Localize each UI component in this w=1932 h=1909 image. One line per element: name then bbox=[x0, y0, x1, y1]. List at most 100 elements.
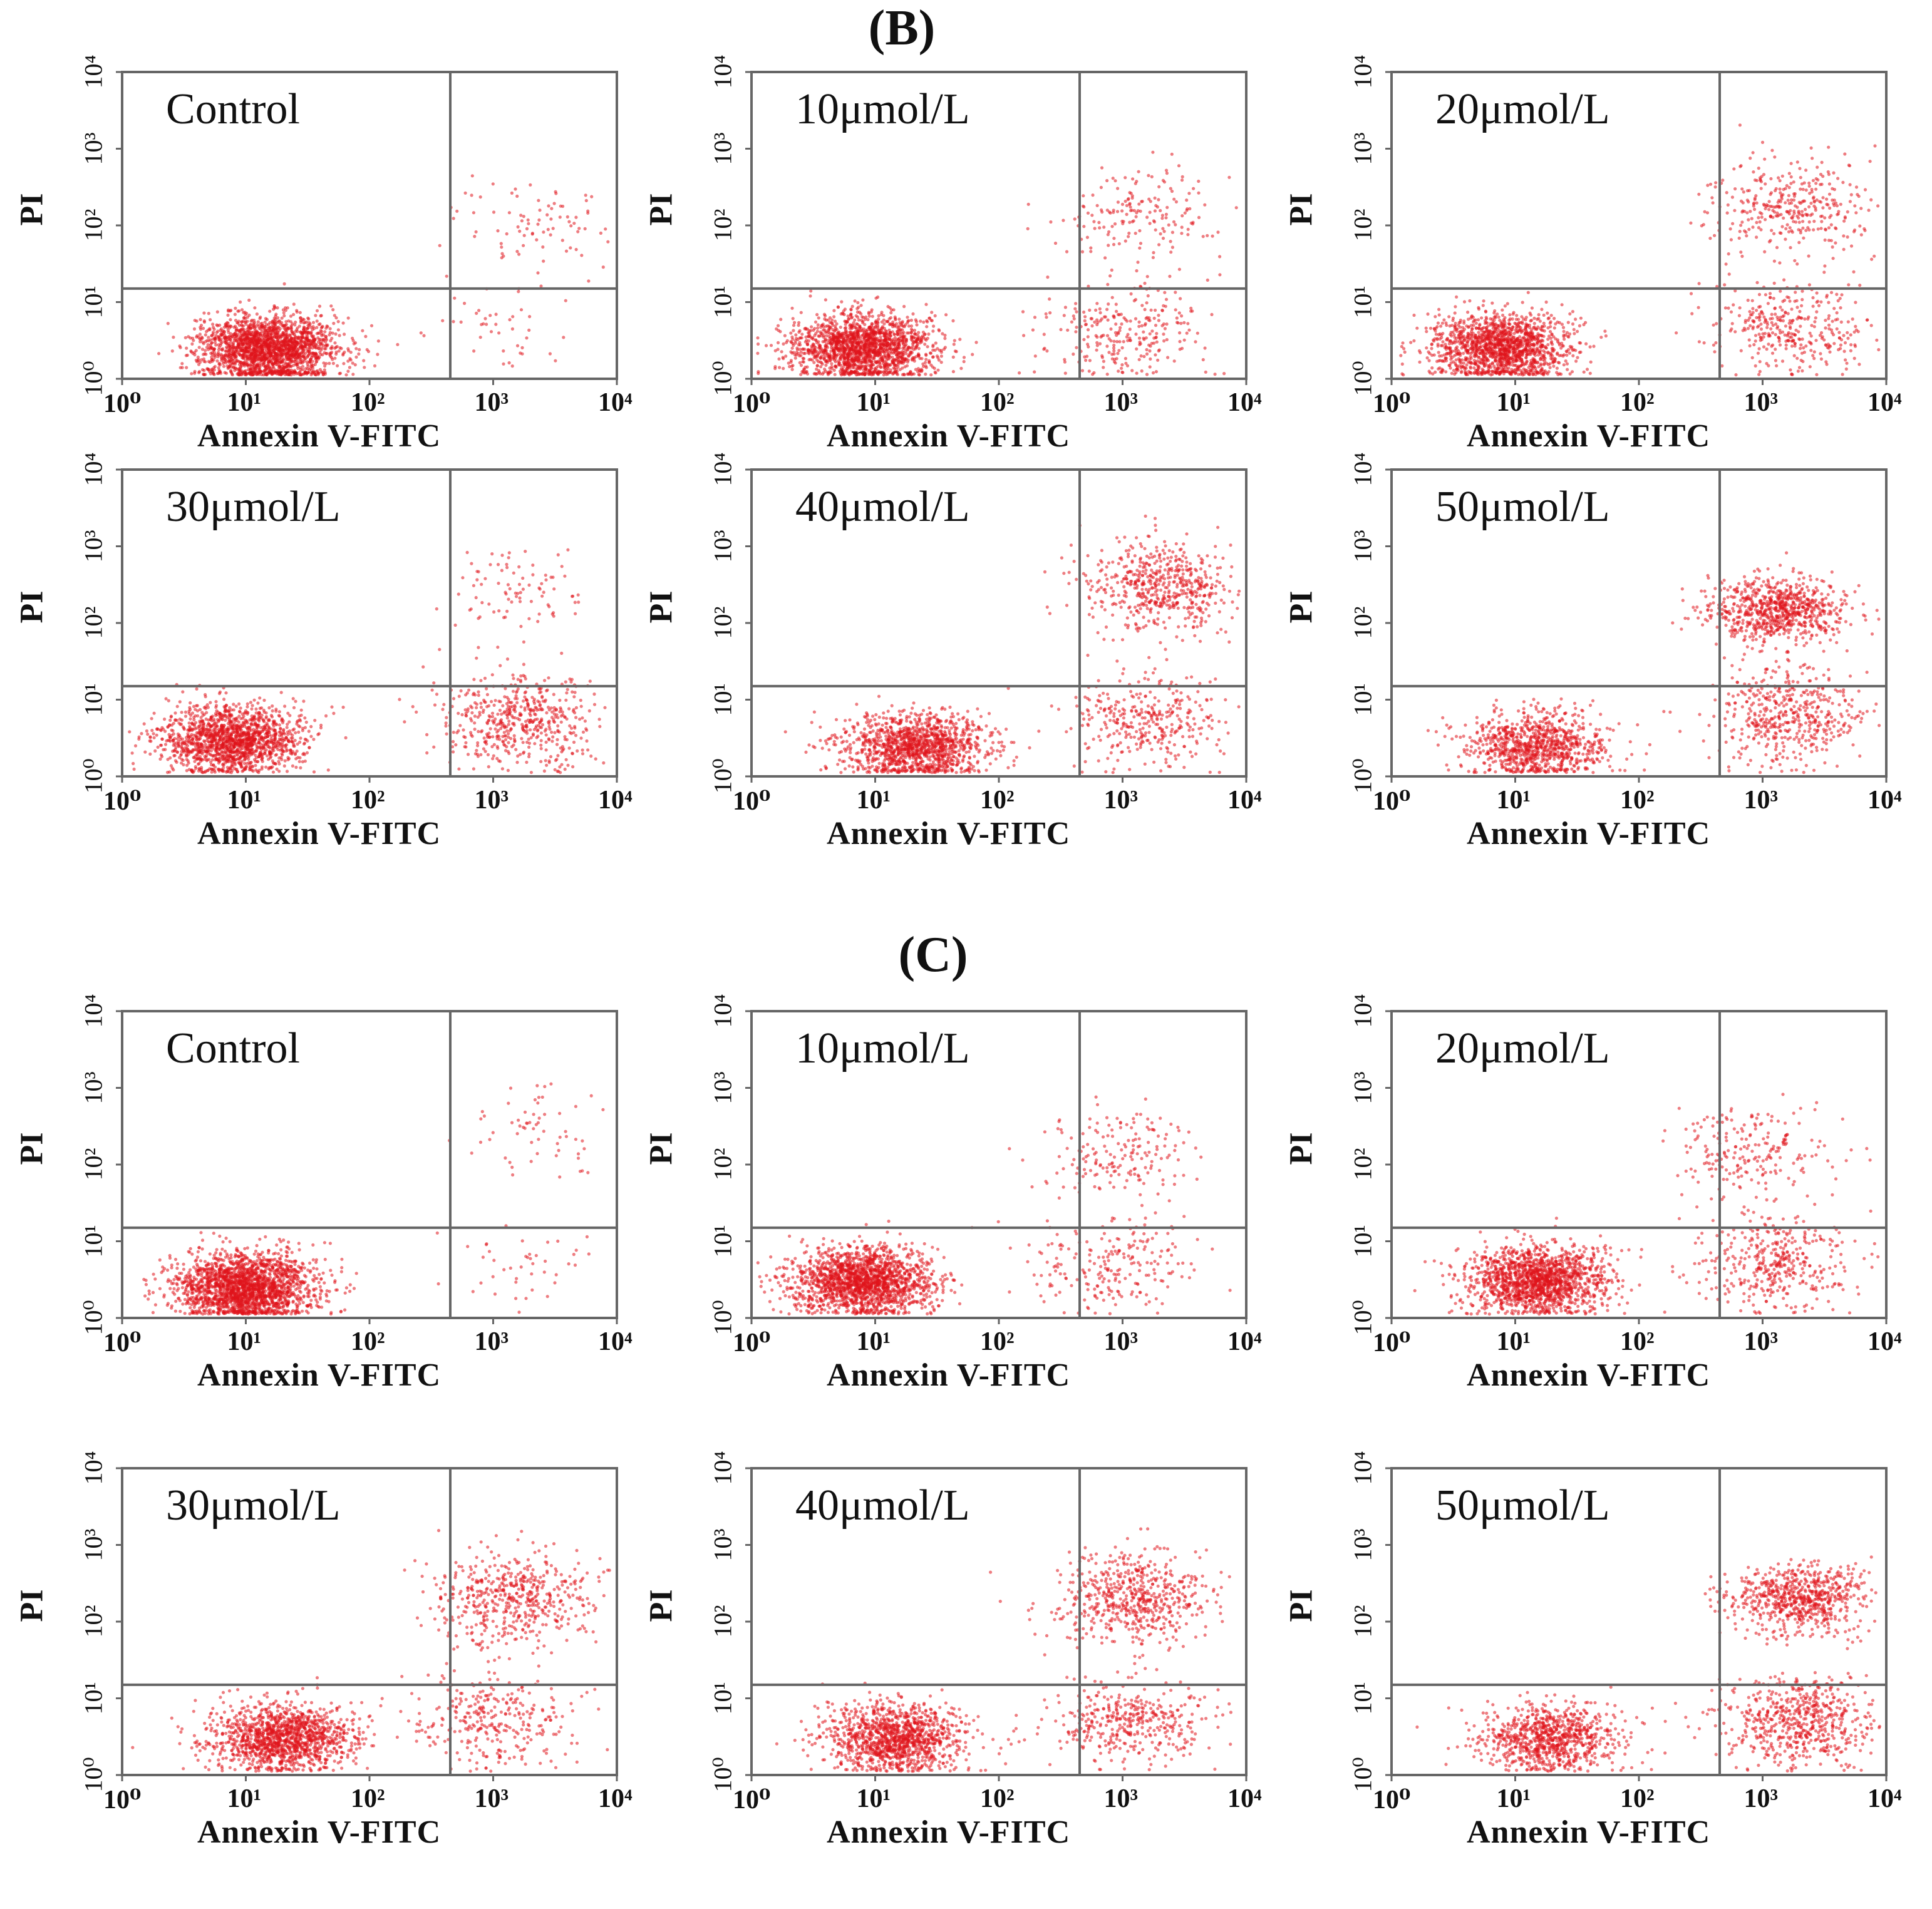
data-point bbox=[328, 353, 332, 357]
data-point bbox=[230, 334, 234, 338]
data-point bbox=[832, 348, 835, 352]
data-point bbox=[1528, 326, 1532, 329]
data-point bbox=[1477, 331, 1480, 334]
data-point bbox=[830, 318, 834, 322]
data-point bbox=[877, 331, 881, 334]
data-point bbox=[1162, 332, 1165, 336]
data-point bbox=[1018, 371, 1021, 375]
data-point bbox=[756, 336, 760, 340]
data-point bbox=[1180, 214, 1184, 218]
data-point bbox=[842, 373, 846, 376]
data-point bbox=[791, 364, 795, 368]
data-point bbox=[1048, 311, 1052, 315]
data-point bbox=[319, 337, 323, 341]
data-point bbox=[217, 362, 221, 366]
data-point bbox=[1140, 200, 1144, 203]
data-point bbox=[319, 314, 323, 317]
data-point bbox=[1154, 228, 1157, 232]
data-point bbox=[274, 342, 278, 346]
data-point bbox=[256, 332, 260, 336]
data-point bbox=[470, 174, 474, 178]
data-point bbox=[499, 242, 503, 245]
data-point bbox=[871, 345, 875, 349]
data-point bbox=[846, 314, 850, 318]
data-point bbox=[853, 341, 857, 344]
data-point bbox=[1437, 313, 1441, 317]
data-point bbox=[842, 352, 846, 356]
data-point bbox=[309, 363, 313, 366]
x-tick-label: 10¹ bbox=[857, 388, 891, 418]
data-point bbox=[242, 353, 245, 357]
data-point bbox=[1186, 227, 1190, 231]
data-point bbox=[202, 359, 206, 363]
data-point bbox=[376, 352, 380, 356]
data-point bbox=[866, 342, 870, 346]
data-point bbox=[802, 360, 805, 364]
data-point bbox=[1106, 233, 1110, 237]
data-point bbox=[1172, 197, 1176, 201]
data-point bbox=[1129, 292, 1133, 296]
data-point bbox=[820, 324, 824, 327]
data-point bbox=[1046, 275, 1050, 279]
data-point bbox=[870, 361, 874, 365]
data-point bbox=[962, 359, 966, 364]
data-point bbox=[277, 364, 282, 368]
data-point bbox=[262, 361, 266, 365]
data-point bbox=[862, 327, 866, 331]
data-point bbox=[256, 320, 260, 324]
data-point bbox=[944, 313, 948, 317]
data-point bbox=[1112, 349, 1116, 352]
data-point bbox=[335, 344, 339, 349]
data-point bbox=[422, 334, 426, 337]
data-point bbox=[1095, 318, 1099, 322]
data-point bbox=[1122, 316, 1126, 320]
data-point bbox=[1425, 356, 1429, 360]
x-tick-label: 10³ bbox=[475, 388, 509, 418]
data-point bbox=[892, 361, 896, 364]
data-point bbox=[844, 369, 847, 373]
data-point bbox=[453, 296, 457, 300]
data-point bbox=[248, 342, 252, 346]
data-point bbox=[854, 352, 858, 356]
data-point bbox=[1206, 234, 1209, 237]
data-point bbox=[828, 366, 832, 370]
data-point bbox=[795, 353, 798, 357]
data-point bbox=[902, 359, 906, 363]
data-point bbox=[924, 302, 928, 306]
data-point bbox=[1102, 359, 1105, 363]
data-point bbox=[244, 346, 249, 350]
data-point bbox=[324, 362, 328, 366]
data-point bbox=[520, 346, 524, 349]
data-point bbox=[298, 311, 302, 314]
data-point bbox=[1153, 196, 1157, 200]
data-point bbox=[1182, 338, 1186, 342]
scatter-plot-area bbox=[745, 71, 1248, 385]
data-point bbox=[1031, 328, 1035, 332]
data-point bbox=[848, 366, 852, 370]
data-point bbox=[1033, 370, 1036, 374]
data-point bbox=[859, 334, 863, 338]
data-point bbox=[1182, 321, 1186, 324]
data-point bbox=[286, 357, 290, 361]
data-point bbox=[1098, 226, 1102, 230]
data-point bbox=[1100, 356, 1104, 359]
data-point bbox=[1213, 373, 1217, 376]
data-point bbox=[190, 342, 194, 346]
data-point bbox=[189, 349, 193, 353]
data-point bbox=[1082, 194, 1085, 198]
data-point bbox=[309, 331, 313, 334]
data-point bbox=[846, 372, 850, 376]
data-point bbox=[1090, 324, 1094, 328]
data-point bbox=[542, 230, 545, 234]
data-point bbox=[1103, 256, 1107, 260]
data-point bbox=[875, 371, 879, 375]
data-point bbox=[1115, 210, 1120, 214]
data-point bbox=[270, 337, 274, 341]
data-point bbox=[1152, 250, 1155, 255]
data-point bbox=[773, 365, 777, 369]
data-point bbox=[921, 331, 925, 334]
data-point bbox=[527, 222, 530, 225]
data-point bbox=[254, 373, 259, 376]
data-point bbox=[1145, 352, 1149, 356]
data-point bbox=[1059, 327, 1063, 331]
